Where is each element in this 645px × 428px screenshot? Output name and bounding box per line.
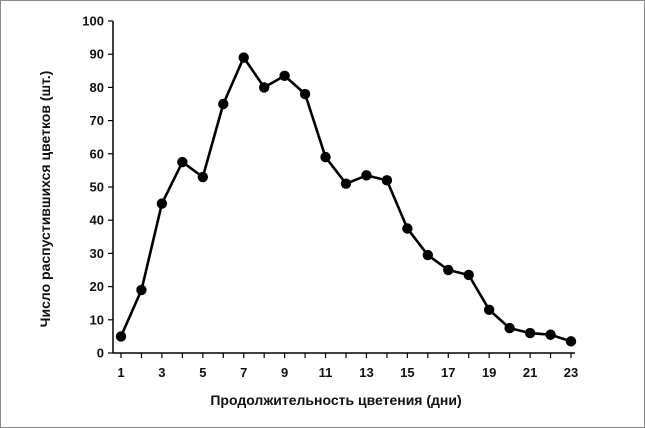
y-tick-label: 10 — [90, 312, 104, 327]
data-point — [402, 223, 413, 234]
x-tick-label: 11 — [319, 365, 333, 380]
data-point — [483, 304, 495, 316]
x-tick-label: 19 — [482, 365, 496, 380]
series-markers — [115, 52, 577, 347]
y-ticks: 0 10 20 30 40 50 60 70 80 90 100 — [82, 14, 113, 361]
data-point — [258, 82, 270, 93]
y-tick-label: 0 — [97, 346, 104, 361]
data-point — [299, 88, 311, 100]
x-tick-label: 13 — [359, 365, 373, 380]
y-tick-label: 30 — [90, 246, 104, 261]
data-point — [340, 178, 352, 189]
data-point — [156, 198, 168, 209]
x-tick-label: 21 — [523, 365, 537, 380]
y-tick-label: 20 — [90, 279, 104, 294]
x-tick-label: 7 — [240, 365, 247, 380]
y-tick-label: 80 — [90, 80, 104, 95]
x-ticks: 1 3 5 7 9 11 13 15 17 19 21 23 — [117, 353, 578, 380]
data-point — [320, 151, 331, 163]
data-point — [279, 70, 290, 81]
data-point — [197, 171, 209, 183]
data-point — [504, 322, 515, 334]
x-axis-title: Продолжительность цветения (дни) — [210, 392, 461, 408]
data-point — [136, 284, 147, 296]
x-tick-label: 1 — [117, 365, 124, 380]
data-point — [443, 264, 454, 276]
x-tick-label: 9 — [281, 365, 288, 380]
y-axis-title: Число распустившихся цветков (шт.) — [37, 71, 53, 328]
data-point — [463, 269, 474, 281]
data-point — [422, 249, 434, 261]
x-tick-label: 15 — [400, 365, 414, 380]
x-tick-label: 23 — [564, 365, 578, 380]
data-point — [565, 336, 577, 347]
y-tick-label: 100 — [82, 14, 104, 29]
data-point — [218, 98, 229, 110]
data-point — [545, 329, 556, 340]
data-point — [115, 331, 127, 342]
x-tick-label: 5 — [199, 365, 206, 380]
x-tick-label: 17 — [441, 365, 455, 380]
series-line — [119, 56, 572, 343]
data-point — [238, 52, 249, 63]
y-tick-label: 70 — [90, 113, 104, 128]
data-point — [524, 327, 536, 339]
data-point — [381, 175, 393, 186]
y-tick-label: 90 — [90, 47, 104, 62]
y-tick-label: 60 — [90, 146, 104, 161]
y-tick-label: 50 — [90, 180, 104, 195]
y-tick-label: 40 — [90, 213, 104, 228]
data-point — [361, 170, 372, 181]
data-point — [177, 156, 188, 168]
x-tick-label: 3 — [158, 365, 165, 380]
